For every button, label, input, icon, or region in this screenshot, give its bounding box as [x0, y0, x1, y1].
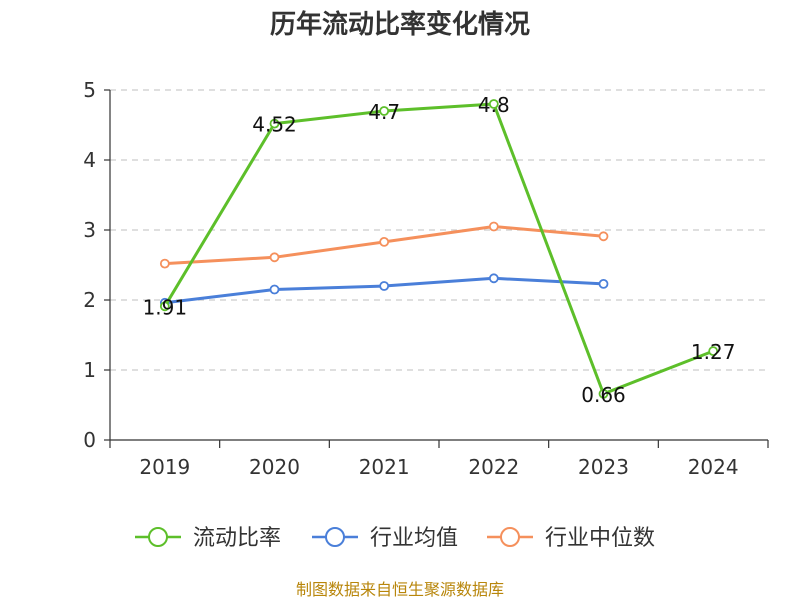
y-tick-label: 0	[83, 428, 96, 452]
series-line	[163, 102, 714, 396]
data-label: 1.27	[691, 340, 736, 364]
grid-lines	[110, 89, 768, 371]
legend-swatch-marker	[500, 527, 520, 547]
y-tick-label: 3	[83, 218, 96, 242]
y-tick-label: 5	[83, 78, 96, 102]
x-tick-label: 2021	[359, 455, 410, 479]
data-label: 1.91	[143, 295, 188, 319]
x-tick-label: 2022	[468, 455, 519, 479]
legend-label: 行业中位数	[545, 526, 655, 551]
data-point	[598, 231, 609, 242]
data-point	[379, 281, 390, 291]
data-point	[269, 252, 280, 263]
data-point	[488, 273, 499, 284]
data-point	[269, 284, 280, 295]
data-point	[598, 388, 609, 399]
source-note: 制图数据来自恒生聚源数据库	[296, 580, 504, 599]
y-tick-label: 1	[83, 358, 96, 382]
data-point	[708, 346, 719, 357]
data-point	[379, 106, 390, 116]
axes: 0 1 2 3 4 5 2019 2020 2021 2022 2023 2024	[83, 78, 769, 479]
data-point	[379, 236, 390, 247]
data-point	[598, 278, 609, 289]
data-label: 4.7	[368, 100, 400, 124]
y-tick-label: 2	[83, 288, 96, 312]
data-point	[488, 221, 499, 232]
x-tick-label: 2020	[249, 455, 300, 479]
legend-swatch-marker	[325, 527, 345, 547]
data-point	[159, 301, 170, 312]
data-labels: 1.91 4.52 4.7 4.8 0.66 1.27	[143, 93, 736, 407]
legend-label: 行业均值	[370, 526, 458, 551]
x-tick-label: 2024	[688, 455, 739, 479]
legend-label: 流动比率	[193, 526, 281, 551]
legend-swatch-marker	[148, 527, 168, 547]
legend: 流动比率 行业均值 行业中位数	[135, 526, 655, 551]
chart-title: 历年流动比率变化情况	[270, 9, 530, 40]
x-tick-label: 2023	[578, 455, 629, 479]
series-layer	[159, 99, 719, 399]
data-label: 4.52	[252, 113, 297, 137]
data-point	[488, 99, 499, 109]
data-point	[159, 258, 170, 269]
data-label: 4.8	[478, 93, 510, 117]
x-tick-label: 2019	[139, 455, 190, 479]
data-point	[269, 118, 280, 129]
y-tick-label: 4	[83, 148, 96, 172]
data-label: 0.66	[581, 383, 626, 407]
